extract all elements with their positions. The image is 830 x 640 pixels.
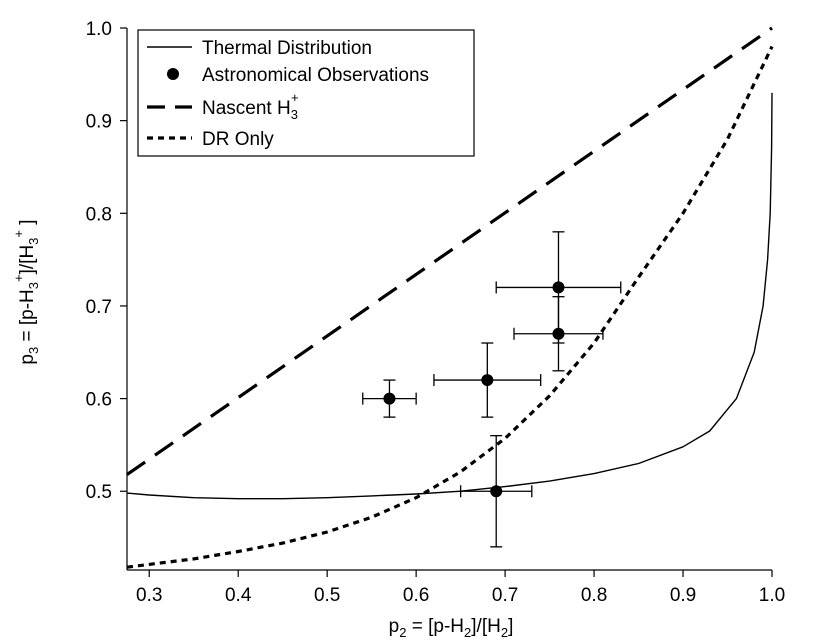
x-tick-label: 1.0 <box>759 585 785 606</box>
points-layer <box>362 231 622 548</box>
x-tick-label: 0.6 <box>403 585 429 606</box>
y-tick-label: 0.9 <box>86 112 112 133</box>
y-tick-label: 0.7 <box>86 297 112 318</box>
legend-box <box>137 29 475 157</box>
legend-observation-label: Astronomical Observations <box>202 65 429 86</box>
y-tick-label: 0.6 <box>86 390 112 411</box>
observation-marker <box>490 485 503 498</box>
legend-observation-marker <box>167 68 179 80</box>
x-tick-label: 0.8 <box>581 585 607 606</box>
x-tick-label: 0.4 <box>225 585 252 606</box>
y-ticks: 0.5 0.6 0.7 0.8 0.9 1.0 <box>86 19 127 503</box>
y-axis-title: p3 = [p-H3+]/[H3+ ] <box>11 219 41 364</box>
observation-point <box>362 379 417 418</box>
legend-nascent-label: Nascent H3+ <box>202 90 299 122</box>
legend: Thermal Distribution Astronomical Observ… <box>137 29 475 157</box>
legend-dr-label: DR Only <box>202 129 274 150</box>
thermal-distribution-line <box>126 92 773 500</box>
x-tick-label: 0.5 <box>314 585 340 606</box>
y-tick-label: 0.5 <box>86 482 112 503</box>
y-tick-label: 0.8 <box>86 204 112 225</box>
observation-marker <box>481 374 494 387</box>
x-tick-label: 0.9 <box>670 585 696 606</box>
dr-only-line <box>126 45 774 569</box>
legend-thermal-label: Thermal Distribution <box>202 38 372 59</box>
x-tick-label: 0.3 <box>136 585 162 606</box>
observation-marker <box>383 392 396 405</box>
observation-point <box>459 435 533 548</box>
x-tick-label: 0.7 <box>492 585 518 606</box>
y-tick-label: 1.0 <box>86 19 112 40</box>
series-layer <box>126 26 774 569</box>
observation-marker <box>552 281 565 294</box>
observation-point <box>433 342 542 418</box>
x-axis-title: p2 = [p-H2]/[H2] <box>389 616 514 640</box>
nascent-h3-line <box>126 26 773 476</box>
observation-point <box>495 231 622 344</box>
x-ticks: 0.3 0.4 0.5 0.6 0.7 0.8 0.9 1.0 <box>136 570 785 606</box>
